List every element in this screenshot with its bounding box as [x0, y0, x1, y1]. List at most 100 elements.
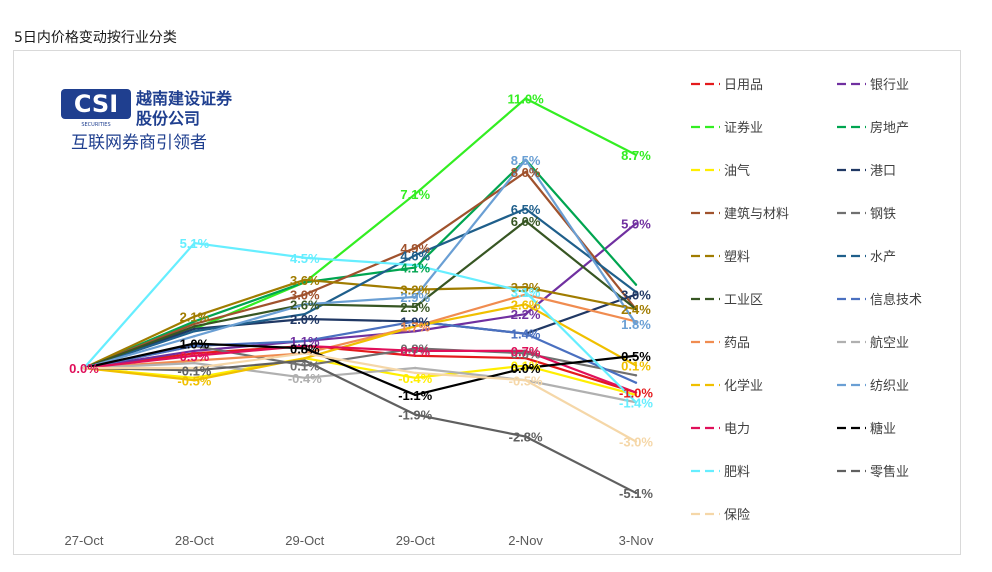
data-point: [634, 222, 638, 225]
data-label: 3.3%: [511, 280, 541, 295]
data-label: 11.0%: [508, 92, 545, 107]
legend-item: 证券业: [691, 120, 763, 136]
data-point: [193, 334, 196, 338]
data-point: [193, 322, 196, 326]
x-tick-label: 2-Nov: [508, 533, 543, 548]
data-point: [524, 285, 527, 289]
series-line-12: [83, 293, 637, 370]
data-point: [303, 278, 306, 281]
data-label: 6.0%: [511, 214, 541, 229]
legend-label: 港口: [870, 164, 896, 179]
x-axis: 27-Oct 28-Oct 29-Oct 29-Oct 2-Nov 3-Nov: [64, 533, 653, 548]
data-label: 2.5%: [400, 300, 430, 315]
data-point: [634, 393, 638, 397]
legend-label: 航空业: [870, 335, 909, 351]
legend-item: 肥料: [691, 465, 750, 480]
legend-item: 信息技术: [837, 292, 922, 308]
series-line-19: [83, 359, 637, 494]
legend-label: 日用品: [724, 78, 763, 93]
data-point: [524, 303, 527, 306]
data-label: 7.1%: [400, 187, 430, 202]
data-point: [193, 369, 196, 372]
legend-item: 糖业: [837, 421, 896, 437]
data-label: 4.1%: [400, 261, 430, 276]
data-label: -5.1%: [619, 486, 653, 501]
data-label: 3.2%: [400, 283, 430, 298]
legend-item: 港口: [837, 164, 896, 179]
series-line-13: [83, 362, 637, 404]
data-point: [303, 281, 306, 284]
data-label: 0.0%: [69, 361, 99, 376]
legend-item: 水产: [837, 250, 896, 265]
data-point: [634, 293, 638, 296]
data-label: -0.5%: [509, 373, 543, 388]
data-point: [82, 366, 86, 370]
data-label: 0.7%: [511, 344, 541, 359]
series-line-10: [83, 219, 637, 370]
data-point: [524, 170, 527, 174]
data-point: [193, 325, 196, 328]
legend-label: 电力: [724, 422, 750, 437]
data-point: [414, 320, 417, 323]
data-label: 8.5%: [511, 153, 541, 168]
data-label: 8.0%: [511, 165, 541, 180]
data-label: -3.0%: [619, 435, 653, 450]
data-label: 0.5%: [180, 349, 210, 364]
data-point: [524, 207, 527, 210]
data-label: 2.6%: [511, 297, 541, 312]
data-point: [524, 158, 527, 161]
data-point: [524, 435, 527, 438]
data-point: [524, 379, 527, 382]
data-point: [303, 293, 306, 296]
data-label: 1.1%: [290, 334, 320, 349]
data-label: 0.6%: [511, 346, 541, 361]
legend-item: 电力: [691, 422, 750, 437]
series-line-20: [84, 352, 637, 443]
data-point: [303, 256, 306, 259]
data-point: [524, 219, 527, 223]
data-label: 2.6%: [290, 297, 320, 312]
data-label: 2.9%: [400, 290, 430, 305]
page-title: 5日内价格变动按行业分类: [14, 30, 177, 46]
logo-company-line1: 越南建设证券: [135, 89, 233, 108]
data-label: 8.7%: [621, 148, 651, 163]
data-point: [634, 364, 638, 367]
data-point: [524, 312, 527, 316]
data-point: [193, 342, 196, 345]
legend-label: 银行业: [870, 78, 909, 93]
data-point: [303, 359, 306, 362]
series-line-3: [83, 158, 637, 370]
data-point: [634, 381, 638, 384]
legend-label: 肥料: [724, 465, 750, 480]
data-label: 4.5%: [290, 251, 320, 266]
legend-label: 证券业: [724, 120, 763, 136]
x-tick-label: 29-Oct: [396, 533, 435, 548]
logo-tagline: 互联网券商引领者: [71, 133, 207, 153]
data-label: -0.4%: [398, 371, 432, 386]
data-point: [414, 393, 417, 397]
data-point: [414, 263, 417, 267]
chart-frame: CSI SECURITIES 越南建设证券 股份公司 互联网券商引领者 -1.0…: [13, 50, 961, 555]
data-point: [193, 241, 196, 245]
data-label: -1.1%: [398, 388, 432, 403]
data-point: [193, 344, 196, 348]
legend-item: 建筑与材料: [691, 206, 789, 222]
data-point: [303, 344, 306, 348]
data-label: 1.9%: [400, 314, 430, 329]
data-label: 3.0%: [290, 288, 320, 303]
logo-company-line2: 股份公司: [136, 109, 200, 128]
data-point: [634, 401, 638, 404]
legend-item: 油气: [691, 163, 750, 179]
data-point: [414, 192, 417, 196]
legend-label: 保险: [724, 508, 750, 523]
data-label: 0.0%: [511, 361, 541, 376]
data-point: [634, 283, 638, 286]
data-label: 0.7%: [400, 344, 430, 359]
legend-item: 航空业: [837, 335, 909, 351]
data-point: [414, 366, 417, 370]
data-point: [303, 317, 306, 321]
x-tick-label: 27-Oct: [64, 533, 103, 548]
data-label: 3.6%: [290, 273, 320, 288]
data-point: [524, 332, 527, 335]
legend-label: 药品: [724, 336, 750, 351]
